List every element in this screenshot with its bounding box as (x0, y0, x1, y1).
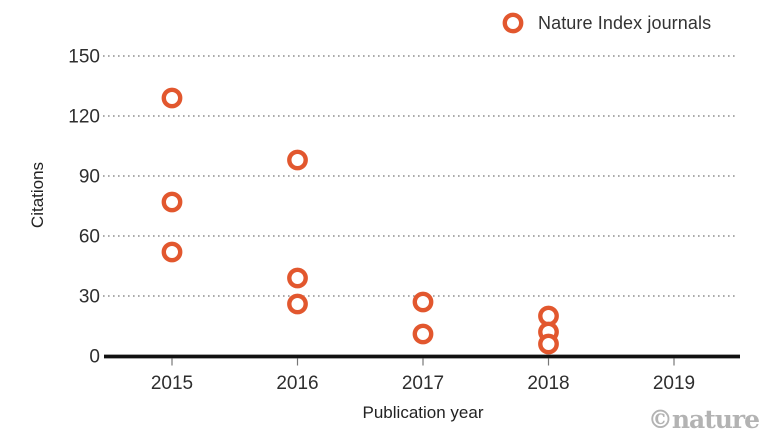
y-axis-title: Citations (28, 161, 47, 229)
legend: Nature Index journals (501, 11, 711, 35)
y-tick-label: 150 (68, 47, 100, 68)
x-axis-title: Publication year (362, 403, 484, 422)
y-tick-label: 90 (79, 167, 100, 188)
data-point (161, 87, 183, 109)
x-tick-label: 2019 (653, 373, 695, 394)
nature-watermark: ©nature (647, 405, 760, 434)
x-tick-label: 2015 (151, 373, 193, 394)
y-tick-label: 0 (89, 347, 100, 368)
data-point (161, 241, 183, 263)
y-tick-label: 120 (68, 107, 100, 128)
data-point (287, 267, 308, 289)
data-point (287, 293, 308, 315)
data-point (287, 149, 308, 171)
y-tick-label: 60 (79, 227, 100, 248)
y-tick-label: 30 (79, 287, 100, 308)
data-point (161, 191, 183, 213)
x-tick-label: 2017 (402, 373, 444, 394)
data-point (538, 333, 559, 355)
open-circle-icon (502, 12, 524, 34)
legend-label: Nature Index journals (538, 12, 712, 33)
data-point (412, 291, 434, 313)
data-point (412, 323, 434, 345)
x-tick-label: 2018 (527, 373, 569, 394)
x-tick-label: 2016 (276, 373, 318, 394)
